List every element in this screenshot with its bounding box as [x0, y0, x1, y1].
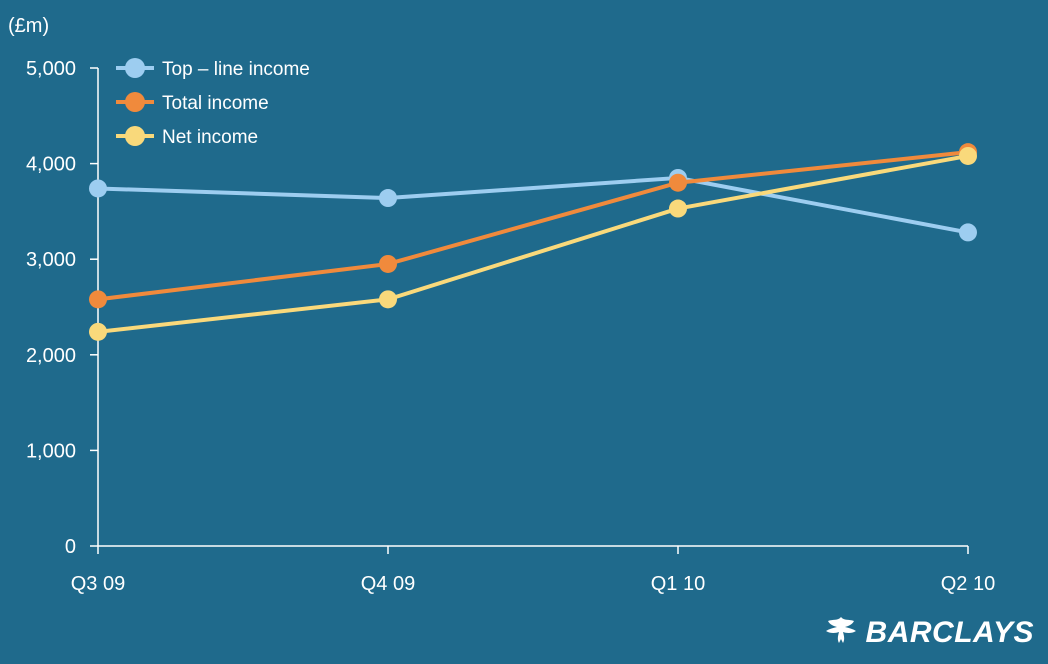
barclays-logo: BARCLAYS: [824, 615, 1034, 650]
x-tick-label: Q4 09: [361, 573, 415, 595]
legend-label: Net income: [162, 127, 258, 148]
data-point: [959, 223, 977, 242]
data-point: [379, 254, 397, 273]
data-point: [959, 146, 977, 165]
y-tick-label: 5,000: [26, 58, 76, 80]
y-tick-label: 3,000: [26, 249, 76, 271]
data-point: [89, 290, 107, 309]
legend-swatch-marker: [125, 126, 145, 146]
series-3: [89, 146, 977, 341]
y-tick-label: 1,000: [26, 440, 76, 462]
series-2: [89, 143, 977, 309]
data-point: [669, 173, 687, 192]
data-point: [379, 290, 397, 309]
series-line: [97, 150, 969, 302]
y-axis-ticks: 0 1,000 2,000 3,000 4,000 5,000: [26, 58, 98, 558]
y-tick-label: 0: [65, 536, 76, 558]
y-axis-unit-label: (£m): [8, 15, 49, 37]
x-axis-ticks: Q3 09 Q4 09 Q1 10 Q2 10: [71, 546, 995, 595]
data-point: [379, 189, 397, 208]
legend-swatch-marker: [125, 58, 145, 78]
y-tick-label: 2,000: [26, 345, 76, 367]
legend-item: Net income: [116, 126, 258, 148]
legend-label: Top – line income: [162, 59, 310, 80]
series-line: [97, 153, 969, 334]
y-tick-label: 4,000: [26, 154, 76, 176]
data-point: [89, 179, 107, 198]
series-line: [97, 175, 969, 235]
chart-legend: Top – line income Total income Net income: [116, 58, 310, 148]
eagle-icon: [824, 615, 858, 650]
data-point: [669, 199, 687, 218]
legend-item: Top – line income: [116, 58, 310, 80]
data-point: [89, 322, 107, 341]
x-tick-label: Q2 10: [941, 573, 995, 595]
x-tick-label: Q1 10: [651, 573, 705, 595]
legend-swatch-marker: [125, 92, 145, 112]
chart-series: [89, 143, 977, 341]
legend-label: Total income: [162, 93, 269, 114]
legend-item: Total income: [116, 92, 269, 114]
brand-name: BARCLAYS: [865, 615, 1034, 649]
x-tick-label: Q3 09: [71, 573, 125, 595]
